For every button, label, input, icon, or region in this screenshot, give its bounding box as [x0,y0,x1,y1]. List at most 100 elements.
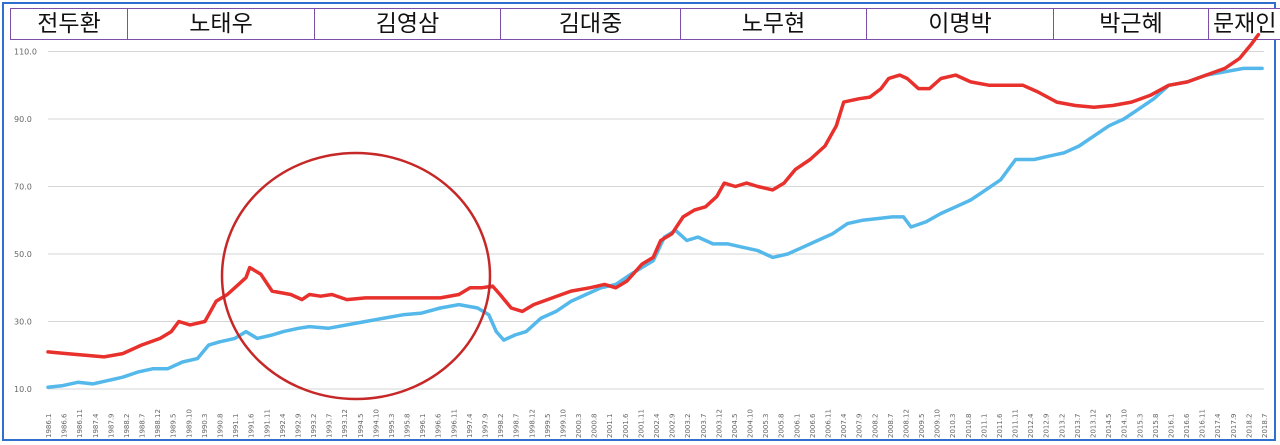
era-label-roh-moo-hyun: 노무현 [680,8,867,40]
y-tick-label: 90.0 [14,115,32,124]
x-tick-label: 2003.12 [715,409,723,438]
x-tick-label: 1986.6 [61,413,69,438]
x-tick-label: 2018.2 [1245,414,1253,439]
x-tick-label: 1986.1 [45,414,53,439]
x-axis-ticks: 1986.1 1986.6 1986.11 1987.4 1987.9 1988.2 198… [45,409,1269,438]
x-tick-label: 2006.6 [809,413,817,438]
y-axis-ticks: 10.0 30.0 50.0 70.0 90.0 110.0 [14,48,37,395]
x-tick-label: 2007.9 [856,414,864,439]
y-tick-label: 30.0 [14,318,32,327]
x-tick-label: 2008.7 [887,414,895,439]
y-tick-label: 50.0 [14,250,32,259]
x-tick-label: 1994.5 [357,414,365,439]
x-tick-label: 1988.2 [123,414,131,439]
x-tick-label: 1997.4 [466,413,474,438]
x-tick-label: 1998.12 [528,409,536,438]
x-tick-label: 1991.1 [232,414,240,439]
x-tick-label: 1988.7 [139,414,147,439]
x-tick-label: 2006.11 [824,409,832,438]
x-tick-label: 1987.4 [92,413,100,438]
x-tick-label: 2017.9 [1230,414,1238,439]
x-tick-label: 2005.8 [778,414,786,439]
x-tick-label: 2011.11 [1012,409,1020,438]
x-tick-label: 1996.1 [419,414,427,439]
x-tick-label: 1987.9 [107,414,115,439]
x-tick-label: 1997.9 [482,414,490,439]
x-tick-label: 2016.11 [1199,409,1207,438]
x-tick-label: 2016.1 [1167,414,1175,439]
x-tick-label: 1991.6 [248,413,256,438]
x-tick-label: 2011.6 [996,413,1004,438]
x-tick-label: 2006.1 [793,414,801,439]
x-tick-label: 1989.5 [170,414,178,439]
x-tick-label: 2013.2 [1058,414,1066,439]
x-tick-label: 2010.8 [965,414,973,439]
series-line-blue [46,66,1264,390]
series-lines [46,32,1264,390]
era-label-kim-dae-jung: 김대중 [500,8,681,40]
series-line-red [46,32,1261,359]
x-tick-label: 2002.9 [669,414,677,439]
x-tick-label: 1990.3 [201,414,209,439]
x-tick-label: 2013.7 [1074,414,1082,439]
era-label-roh-tae-woo: 노태우 [127,8,315,40]
x-tick-label: 2018.7 [1261,414,1269,439]
x-tick-label: 1999.5 [544,414,552,439]
x-tick-label: 2010.3 [949,414,957,439]
highlight-circle [220,151,492,401]
x-tick-label: 2003.2 [684,414,692,439]
x-tick-label: 2000.8 [591,414,599,439]
x-tick-label: 1996.6 [435,413,443,438]
era-label-chun: 전두환 [10,8,128,40]
x-tick-label: 2009.5 [918,414,926,439]
x-tick-label: 1989.10 [185,409,193,438]
x-tick-label: 2002.4 [653,413,661,438]
x-tick-label: 2005.3 [762,414,770,439]
y-tick-label: 110.0 [14,48,37,57]
x-tick-label: 2016.6 [1183,413,1191,438]
x-tick-label: 1999.10 [559,409,567,438]
x-tick-label: 1988.12 [154,409,162,438]
x-tick-label: 2001.1 [606,414,614,439]
x-tick-label: 2015.3 [1136,414,1144,439]
x-tick-label: 1993.2 [310,414,318,439]
x-tick-label: 2017.4 [1214,413,1222,438]
x-tick-label: 2014.5 [1105,414,1113,439]
x-tick-label: 1998.2 [497,414,505,439]
x-tick-label: 1996.11 [450,409,458,438]
y-tick-label: 10.0 [14,385,32,394]
x-tick-label: 1994.10 [372,409,380,438]
x-tick-label: 2009.10 [934,409,942,438]
x-tick-label: 2004.10 [747,409,755,438]
x-tick-label: 2000.3 [575,414,583,439]
x-tick-label: 1992.4 [279,413,287,438]
era-label-kim-young-sam: 김영삼 [314,8,501,40]
x-tick-label: 1986.11 [76,409,84,438]
x-tick-label: 2015.8 [1152,414,1160,439]
x-tick-label: 1995.3 [388,414,396,439]
era-label-moon-jae-in: 문재인 [1208,8,1280,40]
x-tick-label: 1995.8 [404,414,412,439]
x-tick-label: 2014.10 [1121,409,1129,438]
x-tick-label: 1998.7 [513,414,521,439]
x-tick-label: 2011.1 [980,414,988,439]
x-tick-label: 2001.11 [637,409,645,438]
x-tick-label: 1992.9 [294,414,302,439]
x-tick-label: 2012.4 [1027,413,1035,438]
x-tick-label: 2008.12 [902,409,910,438]
era-label-lee-myung-bak: 이명박 [866,8,1054,40]
era-label-park-geun-hye: 박근혜 [1053,8,1209,40]
x-tick-label: 2008.2 [871,414,879,439]
x-tick-label: 2004.5 [731,414,739,439]
x-tick-label: 1993.12 [341,409,349,438]
y-tick-label: 70.0 [14,183,32,192]
x-tick-label: 1991.11 [263,409,271,438]
x-tick-label: 2012.9 [1043,414,1051,439]
x-tick-label: 2003.7 [700,414,708,439]
x-tick-label: 1993.7 [326,414,334,439]
x-tick-label: 1990.8 [216,414,224,439]
era-header-row: 전두환 노태우 김영삼 김대중 노무현 이명박 박근혜 문재인 [10,8,1280,42]
grid-lines [48,51,1264,390]
